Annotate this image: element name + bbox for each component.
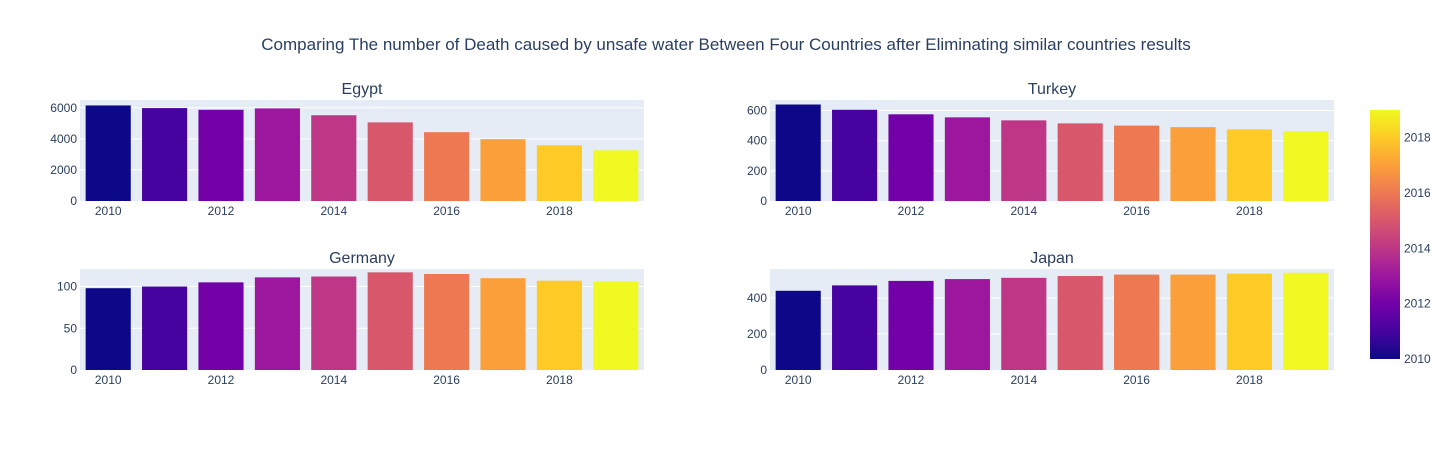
y-tick-label: 0	[760, 363, 767, 377]
bar-germany-2017[interactable]	[480, 278, 526, 370]
bar-germany-2016[interactable]	[424, 274, 470, 370]
bar-germany-2015[interactable]	[367, 272, 413, 370]
x-tick-label: 2010	[785, 204, 812, 218]
y-tick-label: 100	[57, 280, 77, 294]
x-tick-label: 2012	[208, 204, 235, 218]
bar-turkey-2015[interactable]	[1057, 123, 1103, 201]
subplot-title: Egypt	[342, 81, 383, 98]
y-tick-label: 6000	[50, 101, 77, 115]
y-tick-label: 200	[747, 327, 767, 341]
x-tick-label: 2018	[546, 204, 573, 218]
bar-japan-2019[interactable]	[1283, 272, 1329, 370]
x-tick-label: 2014	[320, 373, 347, 387]
bar-germany-2011[interactable]	[142, 286, 188, 370]
subplot-title: Turkey	[1028, 81, 1076, 98]
x-tick-label: 2016	[1123, 373, 1150, 387]
x-tick-label: 2010	[95, 204, 122, 218]
bar-germany-2018[interactable]	[536, 280, 582, 370]
bar-turkey-2011[interactable]	[832, 109, 878, 201]
bar-germany-2012[interactable]	[198, 282, 244, 370]
bar-egypt-2014[interactable]	[311, 115, 357, 201]
bar-japan-2016[interactable]	[1114, 274, 1160, 370]
bar-egypt-2011[interactable]	[142, 108, 188, 201]
bar-egypt-2019[interactable]	[593, 150, 639, 201]
x-tick-label: 2014	[1010, 204, 1037, 218]
chart-title: Comparing The number of Death caused by …	[261, 35, 1190, 54]
x-tick-label: 2014	[1010, 373, 1037, 387]
bar-germany-2010[interactable]	[85, 288, 131, 370]
panel-turkey: 0 200 400 600 2010 2012 2014 2016 2018 Turkey	[747, 81, 1334, 218]
bar-egypt-2015[interactable]	[367, 122, 413, 201]
panel-japan: 0 200 400 2010 2012 2014 2016 2018 Japan	[747, 250, 1334, 387]
x-tick-label: 2010	[785, 373, 812, 387]
panel-germany: 0 50 100 2010 2012 2014 2016 2018 Germany	[57, 250, 644, 387]
y-tick-label: 4000	[50, 132, 77, 146]
y-tick-label: 2000	[50, 163, 77, 177]
bar-japan-2018[interactable]	[1226, 273, 1272, 370]
bar-japan-2011[interactable]	[832, 285, 878, 370]
x-tick-label: 2012	[208, 373, 235, 387]
bar-turkey-2018[interactable]	[1226, 129, 1272, 201]
subplot-title: Germany	[329, 250, 395, 267]
bar-japan-2017[interactable]	[1170, 274, 1216, 370]
bar-turkey-2014[interactable]	[1001, 120, 1047, 201]
bar-japan-2010[interactable]	[775, 290, 821, 370]
x-tick-label: 2016	[433, 204, 460, 218]
bar-germany-2019[interactable]	[593, 281, 639, 370]
x-tick-label: 2012	[898, 204, 925, 218]
bar-germany-2014[interactable]	[311, 276, 357, 370]
y-tick-label: 200	[747, 164, 767, 178]
bar-japan-2012[interactable]	[888, 280, 934, 370]
bar-turkey-2010[interactable]	[775, 104, 821, 201]
bar-turkey-2016[interactable]	[1114, 125, 1160, 201]
y-tick-label: 400	[747, 134, 767, 148]
x-tick-label: 2012	[898, 373, 925, 387]
bar-egypt-2017[interactable]	[480, 139, 526, 201]
bar-japan-2015[interactable]	[1057, 276, 1103, 370]
panel-egypt: 0 2000 4000 6000 2010 2012 2014 2016 2018 Egypt	[50, 81, 644, 218]
x-tick-label: 2018	[546, 373, 573, 387]
bar-egypt-2010[interactable]	[85, 105, 131, 201]
bar-egypt-2018[interactable]	[536, 145, 582, 201]
y-tick-label: 50	[64, 321, 78, 335]
bar-germany-2013[interactable]	[254, 277, 300, 370]
y-tick-label: 0	[760, 194, 767, 208]
y-tick-label: 0	[70, 363, 77, 377]
colorbar: 2010 2012 2014 2016 2018	[1370, 110, 1431, 366]
x-tick-label: 2010	[95, 373, 122, 387]
bar-turkey-2017[interactable]	[1170, 127, 1216, 201]
x-tick-label: 2016	[1123, 204, 1150, 218]
bar-turkey-2012[interactable]	[888, 114, 934, 201]
colorbar-tick-label: 2018	[1404, 131, 1431, 145]
y-tick-label: 400	[747, 291, 767, 305]
colorbar-tick-label: 2014	[1404, 241, 1431, 255]
y-tick-label: 0	[70, 194, 77, 208]
colorbar-tick-label: 2016	[1404, 186, 1431, 200]
colorbar-gradient	[1370, 110, 1400, 359]
x-tick-label: 2018	[1236, 204, 1263, 218]
bar-egypt-2013[interactable]	[254, 108, 300, 201]
colorbar-tick-label: 2012	[1404, 297, 1431, 311]
bar-turkey-2013[interactable]	[944, 117, 990, 201]
colorbar-tick-label: 2010	[1404, 352, 1431, 366]
y-tick-label: 600	[747, 104, 767, 118]
subplot-title: Japan	[1030, 250, 1074, 267]
bar-japan-2013[interactable]	[944, 279, 990, 370]
bar-turkey-2019[interactable]	[1283, 131, 1329, 201]
x-tick-label: 2016	[433, 373, 460, 387]
bar-egypt-2016[interactable]	[424, 132, 470, 201]
x-tick-label: 2018	[1236, 373, 1263, 387]
x-tick-label: 2014	[320, 204, 347, 218]
bar-japan-2014[interactable]	[1001, 277, 1047, 370]
bar-egypt-2012[interactable]	[198, 109, 244, 201]
